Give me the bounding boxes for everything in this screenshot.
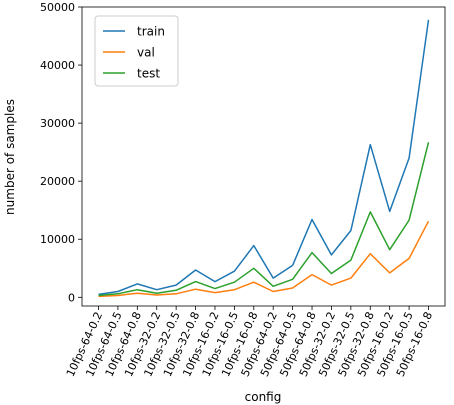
y-tick-label: 30000: [40, 117, 75, 130]
x-axis-label: config: [245, 390, 282, 404]
legend-label-val: val: [137, 46, 155, 60]
x-axis: 10fps-64-0.210fps-64-0.510fps-64-0.810fp…: [64, 306, 435, 379]
legend-label-test: test: [137, 67, 160, 81]
y-tick-label: 50000: [40, 1, 75, 14]
legend: train val test: [94, 15, 179, 87]
y-tick-label: 20000: [40, 175, 75, 188]
series-line-val: [98, 220, 430, 298]
y-axis-label: number of samples: [3, 99, 17, 215]
series-lines: [98, 19, 430, 298]
y-tick-label: 10000: [40, 233, 75, 246]
y-tick-label: 0: [68, 291, 75, 304]
legend-box: [94, 15, 179, 87]
y-tick-label: 40000: [40, 59, 75, 72]
legend-label-train: train: [137, 25, 165, 39]
series-line-train: [98, 19, 430, 296]
y-axis: 0 10000 20000 30000 40000 50000: [40, 1, 82, 304]
series-line-test: [98, 142, 430, 297]
